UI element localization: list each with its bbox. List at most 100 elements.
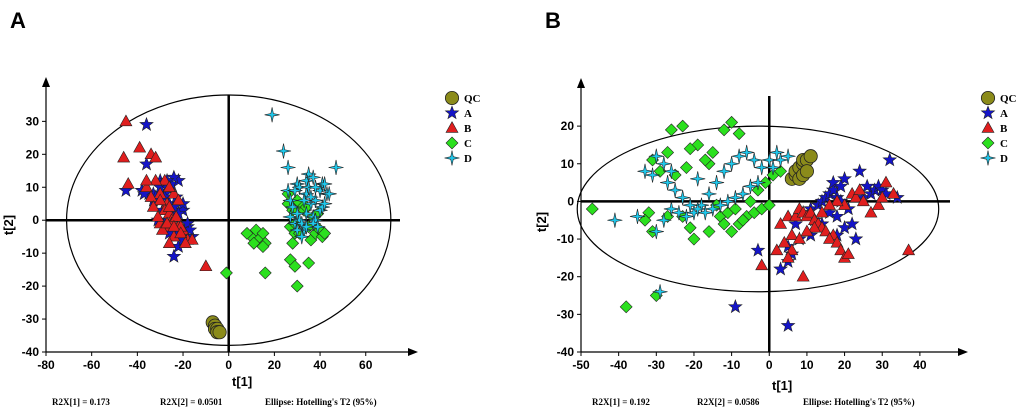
x-tick-label: 20 bbox=[268, 358, 282, 372]
point-c bbox=[683, 142, 697, 156]
series-b bbox=[117, 114, 213, 272]
point-d bbox=[667, 182, 683, 198]
legend-marker-qc bbox=[444, 90, 460, 106]
point-d bbox=[607, 212, 623, 228]
point-a bbox=[166, 248, 182, 263]
legend-label-c: C bbox=[464, 138, 472, 150]
series-d bbox=[607, 144, 796, 300]
point-b bbox=[146, 200, 160, 212]
point-b bbox=[121, 177, 135, 189]
point-c bbox=[258, 266, 272, 280]
x-tick-label: 20 bbox=[838, 358, 852, 372]
point-b bbox=[819, 224, 833, 237]
panel-a: A -80 -60 -40 -20 0 20 40 60 -40 -30 -20 -10 0 10 20 30… bbox=[1, 8, 481, 407]
legend-marker-b bbox=[445, 121, 459, 133]
point-b bbox=[841, 247, 855, 259]
x-tick-label: 60 bbox=[359, 358, 373, 372]
point-a bbox=[773, 261, 788, 276]
point-b bbox=[796, 269, 810, 282]
point-d bbox=[660, 175, 676, 191]
point-a bbox=[750, 242, 766, 257]
legend-label-a: A bbox=[1000, 108, 1008, 120]
point-d bbox=[678, 208, 694, 225]
legend-label-b: B bbox=[1000, 123, 1008, 135]
y-tick-label: 0 bbox=[567, 194, 574, 208]
legend-label-a: A bbox=[464, 108, 472, 120]
legend-label-qc: QC bbox=[1000, 93, 1017, 105]
point-b bbox=[167, 186, 181, 199]
point-c bbox=[661, 146, 675, 159]
point-c bbox=[762, 198, 776, 212]
point-b bbox=[785, 228, 799, 241]
point-d bbox=[291, 212, 308, 228]
point-c bbox=[256, 240, 270, 253]
x-tick-label: 0 bbox=[766, 358, 773, 372]
point-d bbox=[648, 223, 664, 240]
point-b bbox=[853, 183, 867, 195]
x-axis-arrow-icon bbox=[408, 348, 418, 356]
point-b bbox=[160, 216, 174, 229]
point-b bbox=[162, 236, 176, 248]
legend-marker-c bbox=[981, 136, 995, 150]
point-d bbox=[731, 148, 747, 164]
y-axis-title: t[2] bbox=[1, 215, 16, 235]
point-d bbox=[328, 159, 344, 176]
legend-marker-d bbox=[980, 150, 996, 166]
point-b bbox=[807, 220, 821, 233]
point-b bbox=[887, 186, 901, 199]
point-b bbox=[871, 198, 885, 210]
y-tick-label: 0 bbox=[32, 213, 39, 227]
series-qc bbox=[205, 315, 227, 340]
point-d bbox=[644, 167, 661, 183]
point-c bbox=[725, 225, 739, 238]
point-c bbox=[706, 146, 720, 159]
y-axis-title: t[2] bbox=[534, 212, 549, 232]
x-axis-arrow-icon bbox=[958, 348, 968, 356]
point-d bbox=[289, 222, 305, 238]
point-d bbox=[746, 152, 762, 168]
point-d bbox=[735, 186, 751, 202]
point-a bbox=[788, 216, 804, 231]
point-d bbox=[280, 159, 296, 176]
point-d bbox=[705, 201, 721, 217]
r2x2-label: R2X[2] = 0.0586 bbox=[697, 397, 760, 407]
point-d bbox=[663, 163, 679, 179]
point-c bbox=[664, 123, 678, 137]
point-c bbox=[676, 119, 690, 133]
point-d bbox=[317, 176, 333, 192]
point-c bbox=[717, 123, 731, 137]
point-c bbox=[247, 236, 261, 250]
legend-marker-c bbox=[445, 136, 459, 150]
point-c bbox=[585, 202, 599, 216]
panel-label-b: B bbox=[545, 8, 561, 33]
point-c bbox=[256, 226, 270, 240]
legend-label-c: C bbox=[1000, 138, 1008, 150]
point-b bbox=[823, 232, 837, 244]
point-c bbox=[619, 300, 633, 314]
legend-marker-d bbox=[444, 150, 460, 166]
point-a bbox=[727, 299, 743, 314]
point-b bbox=[823, 198, 837, 210]
point-c bbox=[302, 256, 316, 270]
point-b bbox=[139, 173, 153, 186]
point-b bbox=[149, 173, 163, 186]
point-b bbox=[774, 217, 788, 229]
point-b bbox=[162, 200, 176, 212]
point-b bbox=[830, 194, 844, 207]
x-tick-label: -40 bbox=[610, 358, 628, 372]
point-d bbox=[663, 201, 679, 217]
point-c bbox=[728, 202, 742, 216]
point-d bbox=[652, 284, 668, 300]
point-a bbox=[852, 163, 868, 178]
point-b bbox=[785, 243, 799, 256]
point-d bbox=[690, 171, 706, 187]
point-b bbox=[815, 205, 829, 218]
point-d bbox=[671, 205, 687, 221]
point-qc bbox=[212, 325, 227, 340]
point-b bbox=[792, 232, 806, 244]
point-c bbox=[732, 127, 746, 141]
x-tick-label: -20 bbox=[685, 358, 703, 372]
y-tick-label: 20 bbox=[561, 119, 575, 133]
